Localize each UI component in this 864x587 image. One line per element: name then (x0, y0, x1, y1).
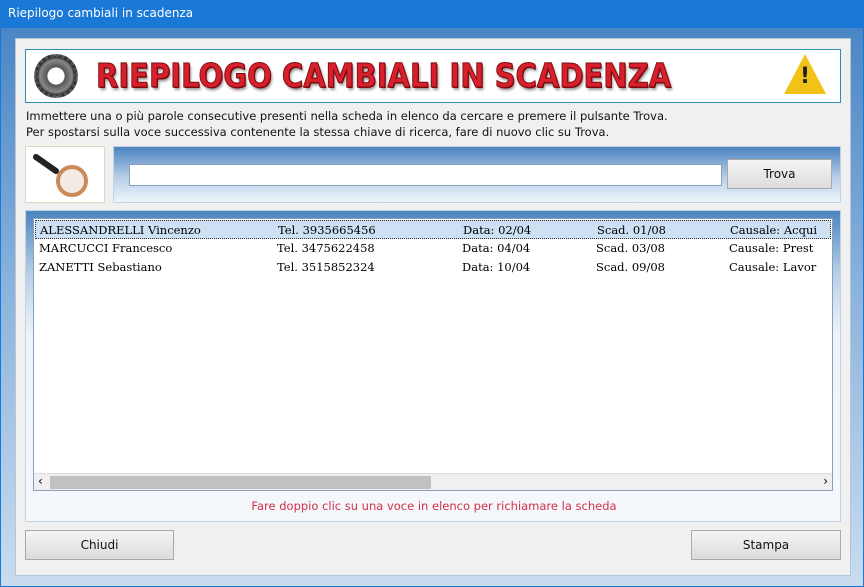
close-button[interactable]: Chiudi (25, 530, 174, 560)
cell-causale: Causale: Prest (729, 241, 814, 255)
cell-name: MARCUCCI Francesco (39, 241, 173, 255)
seal-logo-icon (34, 54, 78, 98)
cell-tel: Tel. 3515852324 (277, 260, 375, 274)
instruction-line-1: Immettere una o più parole consecutive p… (26, 109, 668, 123)
banner-title: RIEPILOGO CAMBIALI IN SCADENZA (96, 56, 672, 96)
scroll-right-icon[interactable]: › (823, 474, 828, 488)
scrollbar-thumb[interactable] (50, 476, 431, 489)
search-bar: Trova (113, 146, 841, 203)
horizontal-scrollbar[interactable]: ‹ › (34, 473, 832, 490)
cell-data: Data: 04/04 (462, 241, 531, 255)
window-title: Riepilogo cambiali in scadenza (0, 0, 864, 27)
main-panel: RIEPILOGO CAMBIALI IN SCADENZA ! Immette… (15, 38, 851, 576)
list-row[interactable]: ALESSANDRELLI Vincenzo Tel. 3935665456 Dat… (35, 220, 831, 239)
cell-data: Data: 02/04 (463, 223, 532, 237)
instruction-line-2: Per spostarsi sulla voce successiva cont… (26, 125, 610, 139)
cell-tel: Tel. 3935665456 (278, 223, 376, 237)
list-panel: ALESSANDRELLI Vincenzo Tel. 3935665456 Dat… (25, 210, 841, 522)
cell-scad: Scad. 03/08 (596, 241, 665, 255)
cell-data: Data: 10/04 (462, 260, 531, 274)
bills-list[interactable]: ALESSANDRELLI Vincenzo Tel. 3935665456 Dat… (33, 218, 833, 491)
cell-tel: Tel. 3475622458 (277, 241, 375, 255)
banner: RIEPILOGO CAMBIALI IN SCADENZA ! (25, 49, 841, 103)
cell-name: ZANETTI Sebastiano (39, 260, 162, 274)
scroll-left-icon[interactable]: ‹ (38, 474, 43, 488)
magnifier-icon (25, 146, 105, 203)
cell-scad: Scad. 01/08 (597, 223, 666, 237)
hint-text: Fare doppio clic su una voce in elenco p… (251, 499, 617, 513)
cell-scad: Scad. 09/08 (596, 260, 665, 274)
warning-icon (784, 54, 826, 94)
find-button[interactable]: Trova (727, 159, 832, 189)
cell-causale: Causale: Lavor (729, 260, 817, 274)
cell-name: ALESSANDRELLI Vincenzo (40, 223, 201, 237)
window-body: RIEPILOGO CAMBIALI IN SCADENZA ! Immette… (0, 27, 864, 587)
print-button[interactable]: Stampa (691, 530, 841, 560)
cell-causale: Causale: Acqui (730, 223, 818, 237)
warning-mark: ! (799, 64, 811, 89)
list-row[interactable]: ZANETTI Sebastiano Tel. 3515852324 Data: 1… (35, 258, 831, 277)
list-row[interactable]: MARCUCCI Francesco Tel. 3475622458 Data: 0… (35, 239, 831, 258)
search-input[interactable] (129, 164, 722, 186)
